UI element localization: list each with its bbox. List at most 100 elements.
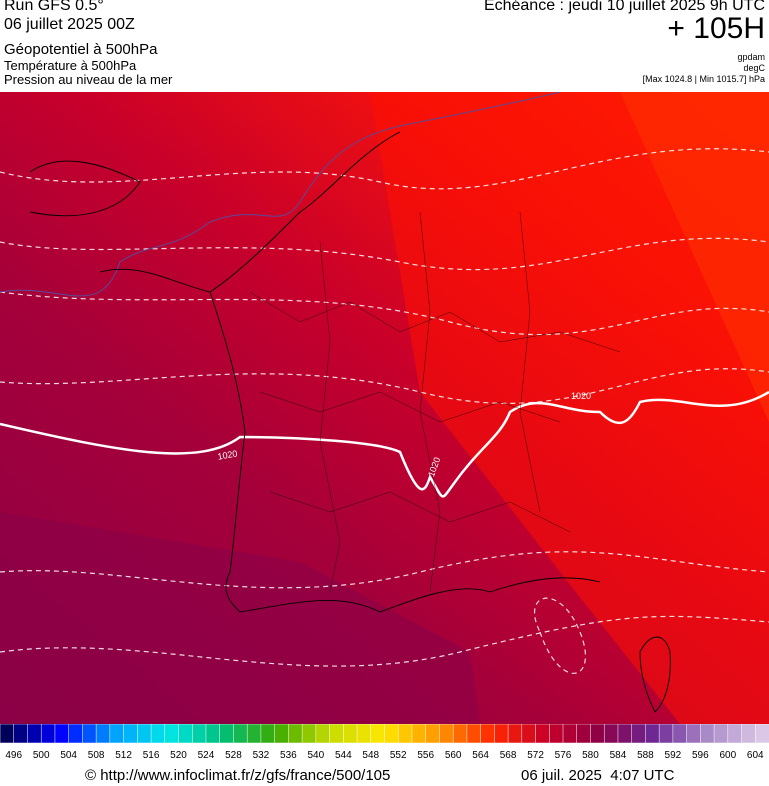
valid-time: Echéance : jeudi 10 juillet 2025 9h UTC (483, 0, 765, 14)
colorbar-cell (95, 724, 111, 744)
colorbar-cell (672, 724, 688, 744)
field-title: Géopotentiel à 500hPa (4, 41, 158, 58)
colorbar-cell (507, 724, 523, 744)
colorbar-label: 568 (500, 750, 517, 761)
colorbar-cell (150, 724, 166, 744)
unit: degC (743, 63, 765, 73)
colorbar-cell (617, 724, 633, 744)
colorbar-cell (13, 724, 29, 744)
colorbar-label: 596 (692, 750, 709, 761)
colorbar-cell (246, 724, 262, 744)
colorbar-label: 588 (637, 750, 654, 761)
colorbar-cell (645, 724, 660, 744)
colorbar-label: 500 (33, 750, 50, 761)
colorbar-label: 552 (390, 750, 407, 761)
run: Run GFS 0.5° (4, 0, 104, 14)
temperature-contour (0, 92, 561, 297)
colorbar-cell (109, 724, 125, 744)
colorbar-cell (521, 724, 537, 744)
colorbar-cell (27, 724, 42, 744)
field-title: Température à 500hPa (4, 58, 137, 73)
colorbar-cell (480, 724, 496, 744)
range: [Max 1024.8 | Min 1015.7] hPa (642, 74, 765, 84)
colorbar-cell (260, 724, 276, 744)
colorbar-cell (439, 724, 454, 744)
colorbar-label: 528 (225, 750, 242, 761)
colorbar-label: 540 (307, 750, 324, 761)
colorbar-label: 604 (747, 750, 764, 761)
colorbar-cell (288, 724, 303, 744)
colorbar-cell (384, 724, 399, 744)
colorbar-cell (205, 724, 221, 744)
colorbar-cell (123, 724, 139, 744)
colorbar-cell (343, 724, 358, 744)
colorbar-cell (82, 724, 97, 744)
colorbar-cell (329, 724, 345, 744)
contour-label: 1020 (217, 448, 238, 461)
borders (249, 211, 621, 593)
colorbar-cell (315, 724, 331, 744)
colorbar-label: 512 (115, 750, 132, 761)
colorbar-label: 544 (335, 750, 352, 761)
colorbar-cell (603, 724, 619, 744)
colorbar-label: 532 (253, 750, 270, 761)
colorbar-label: 504 (60, 750, 77, 761)
field-zone (620, 92, 769, 422)
colorbar-label: 564 (472, 750, 489, 761)
colorbar-label: 508 (88, 750, 105, 761)
colorbar-label: 580 (582, 750, 599, 761)
colorbar-cell (658, 724, 674, 744)
colorbar: 496 500 504 508 512 516 520 524 528 532 536 540 544 5… (0, 724, 769, 761)
colorbar-cell (562, 724, 578, 744)
colorbar-cell (549, 724, 564, 744)
colorbar-label: 600 (719, 750, 736, 761)
colorbar-cell (137, 724, 152, 744)
field-title: Pression au niveau de la mer (4, 72, 173, 87)
colorbar-cell (397, 724, 413, 744)
colorbar-cell (686, 724, 702, 744)
map: 1020 1020 1020 (0, 92, 769, 724)
colorbar-label: 548 (362, 750, 379, 761)
colorbar-cell (727, 724, 743, 744)
colorbar-label: 524 (198, 750, 215, 761)
colorbar-label: 592 (665, 750, 682, 761)
footer-stamp: 06 juil. 2025 4:07 UTC (521, 767, 675, 784)
colorbar-cell (700, 724, 715, 744)
contour-label: 1020 (571, 391, 591, 401)
colorbar-label: 560 (445, 750, 462, 761)
footer-url: © http://www.infoclimat.fr/z/gfs/france/… (85, 767, 391, 784)
colorbar-cell (219, 724, 235, 744)
colorbar-cell (356, 724, 372, 744)
colorbar-label: 496 (5, 750, 22, 761)
colorbar-cell (370, 724, 386, 744)
field-zone (0, 512, 480, 724)
colorbar-cell (590, 724, 605, 744)
colorbar-label: 520 (170, 750, 187, 761)
colorbar-label: 536 (280, 750, 297, 761)
colorbar-cell (713, 724, 729, 744)
colorbar-cell (274, 724, 290, 744)
unit: gpdam (737, 52, 765, 62)
colorbar-label: 576 (555, 750, 572, 761)
colorbar-label: 572 (527, 750, 544, 761)
colorbar-cell (425, 724, 441, 744)
lead-time: + 105H (667, 12, 765, 45)
colorbar-cell (466, 724, 482, 744)
colorbar-cell (535, 724, 551, 744)
run-date: 06 juillet 2025 00Z (4, 16, 135, 33)
colorbar-label: 516 (143, 750, 160, 761)
colorbar-cell (301, 724, 317, 744)
colorbar-cell (233, 724, 248, 744)
colorbar-cell (54, 724, 70, 744)
colorbar-cell (452, 724, 468, 744)
colorbar-cell (40, 724, 56, 744)
isotherms (0, 148, 769, 674)
colorbar-cell (192, 724, 207, 744)
colorbar-cell (494, 724, 509, 744)
colorbar-cell (741, 724, 757, 744)
colorbar-cell (576, 724, 592, 744)
colorbar-cell (68, 724, 84, 744)
colorbar-cell (0, 724, 15, 744)
colorbar-cell (631, 724, 647, 744)
